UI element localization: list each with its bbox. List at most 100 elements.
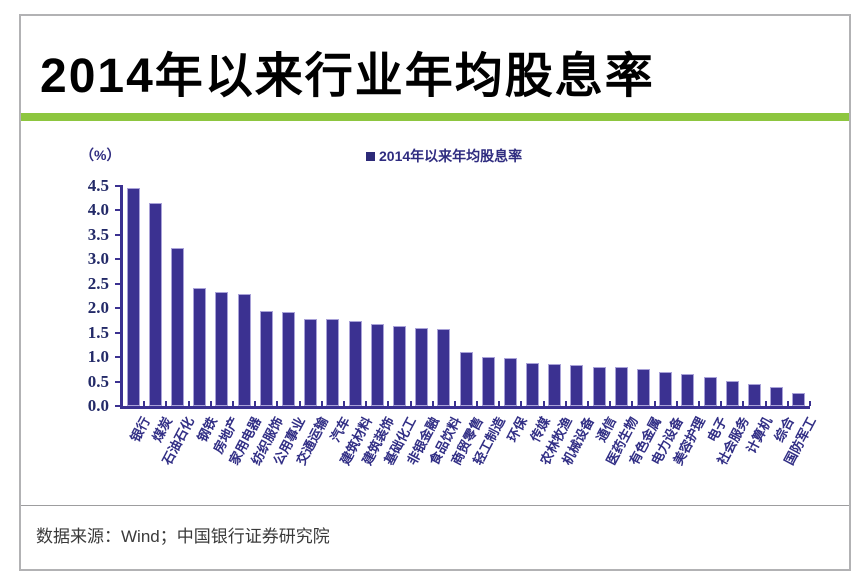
x-axis-label-text: 电子 (704, 414, 731, 445)
bar (281, 311, 295, 406)
x-axis-label-text: 石油石化 (159, 414, 198, 468)
bar (215, 292, 229, 406)
x-axis-tick (631, 401, 634, 406)
legend-label: 2014年以来年均股息率 (379, 148, 523, 164)
x-axis-tick (453, 401, 456, 406)
bar (503, 358, 517, 406)
x-axis-label-text: 机械设备 (559, 414, 597, 468)
x-axis-tick (387, 401, 390, 406)
x-axis-label-text: 食品饮料 (426, 414, 464, 468)
y-axis-tick-label: 1.5 (87, 322, 109, 342)
bar (237, 294, 251, 406)
footer-divider (21, 505, 849, 506)
x-axis-tick (431, 401, 434, 406)
bar (614, 367, 628, 406)
bar (304, 318, 318, 406)
x-axis-tick (254, 401, 257, 406)
x-axis-label-text: 交通运输 (292, 414, 331, 468)
x-axis-label-text: 社会服务 (714, 414, 753, 468)
x-axis-tick (209, 401, 212, 406)
x-axis-label-text: 钢铁 (194, 414, 220, 445)
x-axis-label-text: 传媒 (527, 414, 553, 445)
x-axis-tick (143, 401, 146, 406)
y-axis-tick (115, 209, 123, 211)
y-axis-tick-label: 4.5 (87, 175, 109, 195)
x-axis-tick (520, 401, 523, 406)
dividend-yield-chart: （%） 2014年以来年均股息率 4.5 4.0 3.5 3.0 2.5 2.0 1.5 1.… (21, 121, 849, 505)
bar (592, 366, 606, 406)
x-axis-tick (653, 401, 656, 406)
x-axis-label-text: 美容护理 (670, 414, 708, 468)
bar (548, 364, 562, 406)
y-axis-unit-label: （%） (80, 147, 121, 163)
bar (748, 383, 762, 406)
y-axis-tick-label: 3.0 (87, 249, 109, 268)
y-axis-tick-label: 2.5 (87, 273, 109, 293)
y-axis-tick-label: 1.0 (87, 347, 109, 366)
y-axis-tick (115, 282, 123, 285)
x-axis-label-text: 纺织服饰 (248, 414, 287, 468)
legend-swatch-icon (366, 151, 375, 161)
report-card: 2014年以来行业年均股息率 （%） 2014年以来年均股息率 4.5 4.0 3.… (19, 14, 851, 571)
x-axis-tick (476, 401, 479, 406)
x-axis-label-text: 银行 (127, 414, 153, 445)
x-axis-label-text: 汽车 (327, 414, 353, 445)
y-axis-tick-label: 0.5 (87, 371, 109, 391)
x-axis-tick (276, 401, 279, 406)
x-axis-label-text: 煤炭 (149, 414, 176, 445)
y-axis-line (120, 185, 123, 409)
bar (659, 371, 673, 406)
bar (459, 352, 473, 406)
x-axis-tick (231, 401, 234, 406)
bar (326, 319, 340, 406)
x-axis-label-text: 计算机 (742, 414, 775, 456)
x-axis-label-text: 房地产 (210, 414, 242, 456)
bar (681, 374, 695, 406)
y-axis-tick-label: 2.0 (87, 298, 109, 317)
y-axis-tick (115, 258, 123, 260)
y-axis-tick (115, 307, 123, 309)
bar (770, 387, 784, 406)
y-axis-tick-label: 4.0 (87, 200, 109, 219)
x-axis-tick (187, 401, 190, 406)
bar (259, 310, 273, 406)
x-axis-label-text: 电力设备 (647, 414, 686, 468)
bar (148, 202, 162, 406)
x-axis-tick (498, 401, 501, 406)
bar (792, 393, 806, 406)
x-axis-tick (409, 401, 412, 406)
bar (415, 327, 429, 406)
x-axis-tick (809, 401, 811, 406)
bar (370, 324, 384, 406)
x-axis-label-text: 商贸零售 (448, 414, 486, 468)
bar (392, 326, 406, 406)
x-axis-label-text: 公用事业 (270, 414, 309, 468)
x-axis-label-text: 轻工制造 (470, 414, 509, 468)
x-axis-tick (742, 401, 745, 406)
x-axis-label-text: 综合 (771, 414, 797, 445)
x-axis-tick (764, 401, 767, 406)
x-axis-tick (121, 401, 123, 406)
bar (703, 377, 717, 406)
x-axis-tick (542, 401, 545, 406)
bar (126, 187, 140, 406)
x-axis-tick (564, 401, 567, 406)
y-axis-tick (115, 356, 123, 358)
chart-legend: 2014年以来年均股息率 (366, 146, 522, 166)
x-axis-tick (698, 401, 701, 406)
x-axis-label-text: 医药生物 (603, 414, 642, 468)
page-title: 2014年以来行业年均股息率 (40, 50, 655, 103)
bar (193, 288, 207, 406)
bar (725, 381, 739, 406)
bar (170, 248, 184, 406)
bar (570, 364, 584, 406)
x-axis-line (120, 406, 810, 409)
y-axis-tick (115, 331, 123, 334)
x-axis-tick (609, 401, 612, 406)
x-axis-label-text: 基础化工 (381, 414, 420, 468)
x-axis-tick (342, 401, 345, 406)
x-axis-label-text: 非银金融 (403, 414, 442, 468)
x-axis-tick (587, 401, 590, 406)
source-note: 数据来源：Wind；中国银行证券研究院 (36, 527, 330, 546)
y-axis-tick (115, 380, 123, 383)
